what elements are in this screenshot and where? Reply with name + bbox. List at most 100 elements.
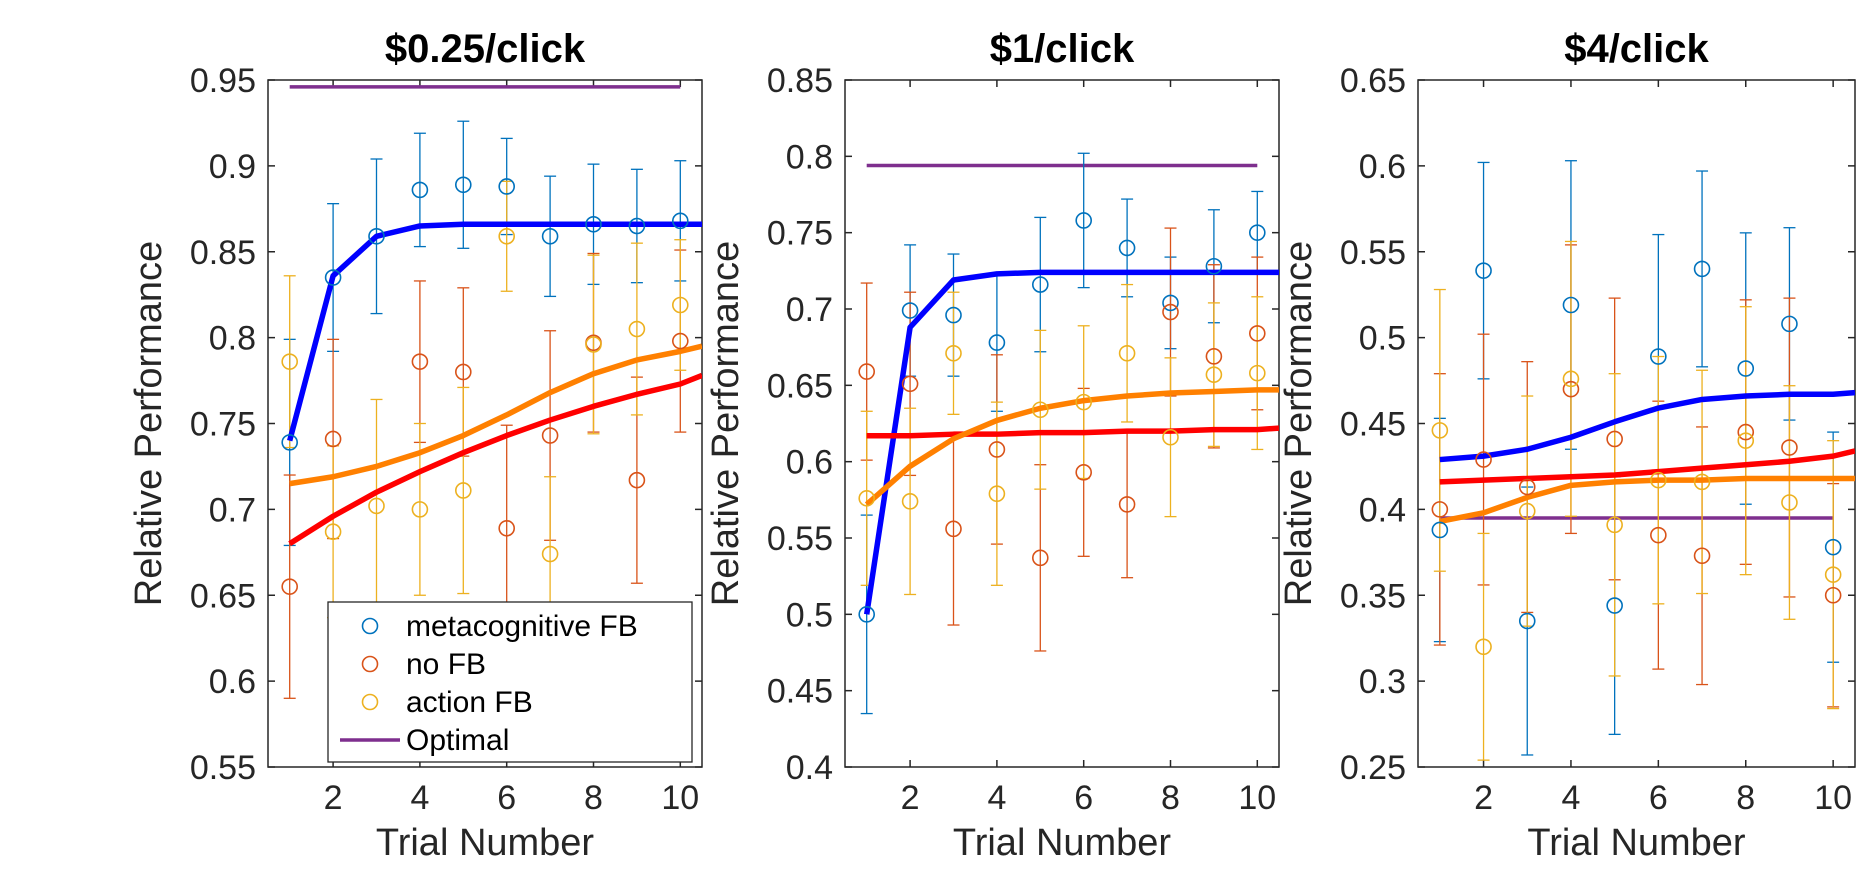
plot-area <box>858 152 1279 715</box>
y-tick-label: 0.55 <box>1340 234 1406 272</box>
data-point <box>1431 501 1449 518</box>
y-tick-label: 0.45 <box>767 673 833 711</box>
plot-area <box>1431 160 1855 761</box>
data-point <box>1650 526 1667 544</box>
data-point <box>324 523 342 541</box>
data-point <box>1032 276 1049 293</box>
x-axis-label: Trial Number <box>376 822 595 864</box>
data-point <box>628 217 646 235</box>
data-point <box>281 578 299 595</box>
y-tick-label: 0.8 <box>786 138 833 176</box>
data-point <box>1162 294 1179 312</box>
data-point <box>1693 260 1711 278</box>
data-point <box>858 490 876 507</box>
data-point <box>1431 422 1449 439</box>
data-point <box>454 363 472 381</box>
data-point <box>1737 423 1755 441</box>
x-tick-label: 2 <box>324 779 343 817</box>
x-tick-label: 6 <box>497 779 516 817</box>
legend-box <box>327 601 693 763</box>
x-axis-label: Trial Number <box>1527 822 1746 864</box>
data-point <box>1562 296 1580 314</box>
data-point <box>585 215 602 233</box>
data-point <box>541 427 559 444</box>
data-point <box>1693 473 1711 491</box>
x-tick-label: 8 <box>584 779 603 817</box>
y-tick-label: 0.8 <box>209 320 256 358</box>
y-tick-label: 0.45 <box>1340 406 1406 444</box>
data-point <box>1518 478 1536 496</box>
y-tick-label: 0.4 <box>786 749 833 787</box>
x-axis-label: Trial Number <box>953 822 1172 864</box>
data-point <box>1249 364 1266 382</box>
panel-4-per-click: 0.25 0.3 0.35 0.4 0.45 0.5 0.55 0.6 0.65 2 4 6 8 10 $4… <box>1278 27 1856 864</box>
y-tick-label: 0.5 <box>1359 320 1406 358</box>
data-point <box>1562 370 1580 388</box>
x-tick-label: 10 <box>661 779 699 817</box>
data-point <box>671 296 689 314</box>
x-tick-label: 6 <box>1074 779 1093 817</box>
data-point <box>628 471 646 489</box>
data-point <box>585 336 602 353</box>
y-tick-label: 0.7 <box>209 491 256 529</box>
y-tick-label: 0.3 <box>1359 663 1406 701</box>
fit-line <box>288 372 702 547</box>
y-tick-label: 0.9 <box>209 148 256 186</box>
x-tick-label: 4 <box>1561 779 1580 817</box>
data-point <box>1162 428 1179 446</box>
chart-title: $1/click <box>990 27 1135 71</box>
y-tick-label: 0.5 <box>786 596 833 634</box>
axes-box <box>844 79 1280 768</box>
data-point <box>1205 257 1223 275</box>
data-point <box>454 482 472 499</box>
y-tick-label: 0.65 <box>767 367 833 405</box>
data-point <box>988 334 1006 351</box>
y-tick-label: 0.55 <box>767 520 833 558</box>
data-point <box>1781 494 1798 511</box>
data-point <box>945 520 962 538</box>
data-point <box>368 497 385 515</box>
panel-0-25-per-click: 0.55 0.6 0.65 0.7 0.75 0.8 0.85 0.9 0.95 2 4 6 8 10 $0… <box>128 27 703 864</box>
data-point <box>1075 464 1092 481</box>
legend-label: metacognitive FB <box>406 610 638 643</box>
y-tick-label: 0.4 <box>1359 491 1406 529</box>
data-point <box>411 181 429 199</box>
y-tick-label: 0.7 <box>786 291 833 329</box>
data-point <box>1824 566 1842 583</box>
y-tick-label: 0.6 <box>1359 148 1406 186</box>
data-point <box>1475 638 1492 656</box>
fit-line <box>1439 475 1855 525</box>
data-point <box>858 363 876 380</box>
legend-marker <box>361 617 379 635</box>
data-point <box>1781 315 1798 333</box>
legend-label: Optimal <box>406 724 509 757</box>
data-point <box>988 441 1006 458</box>
data-point <box>498 178 516 195</box>
legend-marker <box>361 655 379 673</box>
y-tick-label: 0.6 <box>786 444 833 482</box>
data-point <box>901 493 919 510</box>
data-point <box>411 353 429 370</box>
data-point <box>1606 430 1623 448</box>
data-point <box>945 344 962 362</box>
data-point <box>1205 366 1223 383</box>
data-point <box>1032 401 1049 419</box>
data-point <box>541 227 559 245</box>
data-point <box>988 485 1006 503</box>
data-point <box>541 545 559 563</box>
data-point <box>671 332 689 350</box>
fit-line <box>1439 448 1855 485</box>
y-tick-label: 0.25 <box>1340 749 1406 787</box>
y-tick-label: 0.75 <box>767 215 833 253</box>
y-tick-label: 0.6 <box>209 663 256 701</box>
data-point <box>324 430 342 448</box>
x-tick-label: 2 <box>1474 779 1493 817</box>
x-tick-label: 6 <box>1649 779 1668 817</box>
data-point <box>1650 471 1667 489</box>
y-tick-label: 0.35 <box>1340 577 1406 615</box>
y-tick-label: 0.75 <box>190 406 256 444</box>
data-point <box>1693 547 1711 565</box>
x-tick-label: 8 <box>1736 779 1755 817</box>
data-point <box>411 501 429 518</box>
